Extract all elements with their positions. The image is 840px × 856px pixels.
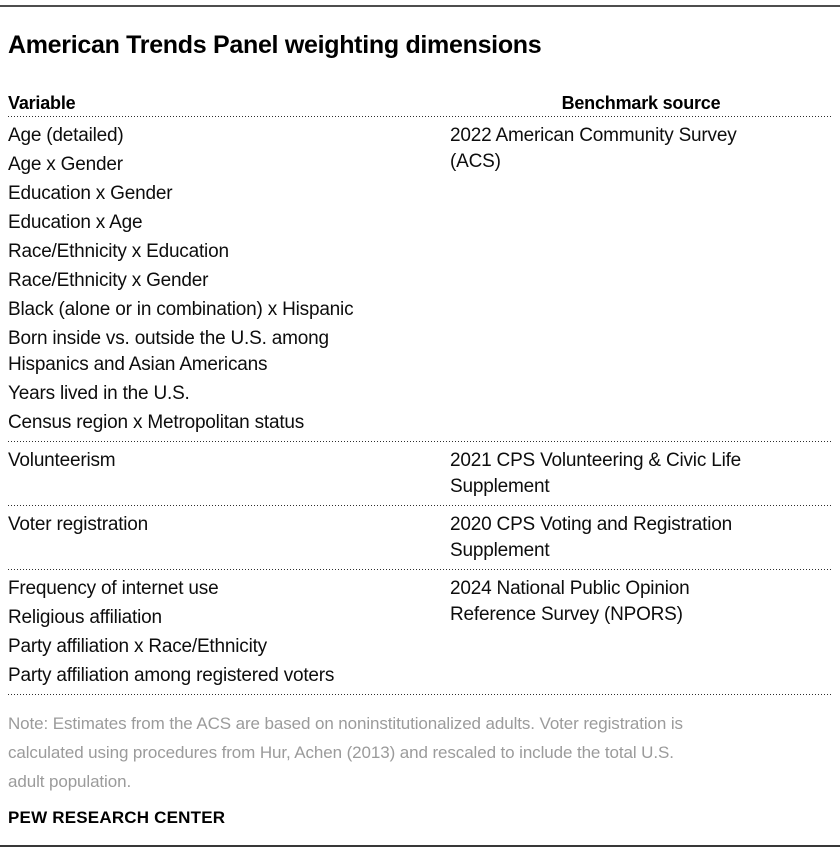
column-header-variable: Variable [8, 93, 76, 113]
source-attribution: PEW RESEARCH CENTER [8, 808, 226, 827]
benchmark-source-cell: 2020 CPS Voting and Registration Supplem… [450, 514, 732, 561]
table-note: Note: Estimates from the ACS are based o… [8, 714, 683, 791]
variable-item: Race/Ethnicity x Education [8, 241, 229, 262]
variable-item: Census region x Metropolitan status [8, 412, 305, 433]
variable-cell: Voter registration [8, 512, 450, 564]
variable-cell: Volunteerism [8, 448, 450, 500]
variable-item: Born inside vs. outside the U.S. among H… [8, 328, 329, 375]
table-header-row: Variable Benchmark source [8, 59, 832, 116]
benchmark-source-cell: 2024 National Public Opinion Reference S… [450, 578, 690, 625]
table-section-npors: Frequency of internet use Religious affi… [8, 570, 832, 694]
variable-item: Frequency of internet use [8, 578, 219, 599]
variable-item: Volunteerism [8, 450, 116, 471]
table-section-acs: Age (detailed) Age x Gender Education x … [8, 117, 832, 441]
dotted-divider [8, 694, 832, 695]
table-section-voter-registration: Voter registration 2020 CPS Voting and R… [8, 506, 832, 569]
column-header-benchmark-source: Benchmark source [561, 93, 721, 113]
variable-item: Religious affiliation [8, 607, 162, 628]
variable-item: Education x Gender [8, 183, 173, 204]
variable-item: Age (detailed) [8, 125, 124, 146]
benchmark-source-cell: 2021 CPS Volunteering & Civic Life Suppl… [450, 450, 742, 497]
page-title: American Trends Panel weighting dimensio… [8, 31, 542, 59]
top-rule [0, 5, 840, 7]
variable-item: Years lived in the U.S. [8, 383, 190, 404]
variable-item: Party affiliation among registered voter… [8, 665, 335, 686]
dotted-divider [8, 441, 832, 442]
variable-item: Race/Ethnicity x Gender [8, 270, 209, 291]
benchmark-source-cell: 2022 American Community Survey (ACS) [450, 125, 737, 172]
dotted-divider [8, 505, 832, 506]
dotted-divider [8, 116, 832, 117]
variable-cell: Age (detailed) Age x Gender Education x … [8, 123, 450, 436]
variable-item: Party affiliation x Race/Ethnicity [8, 636, 267, 657]
variable-item: Voter registration [8, 514, 149, 535]
figure-content: American Trends Panel weighting dimensio… [8, 31, 832, 827]
bottom-rule [0, 845, 840, 847]
table-section-volunteerism: Volunteerism 2021 CPS Volunteering & Civ… [8, 442, 832, 505]
variable-item: Black (alone or in combination) x Hispan… [8, 299, 354, 320]
dotted-divider [8, 569, 832, 570]
variable-item: Education x Age [8, 212, 143, 233]
variable-cell: Frequency of internet use Religious affi… [8, 576, 450, 689]
variable-item: Age x Gender [8, 154, 123, 175]
